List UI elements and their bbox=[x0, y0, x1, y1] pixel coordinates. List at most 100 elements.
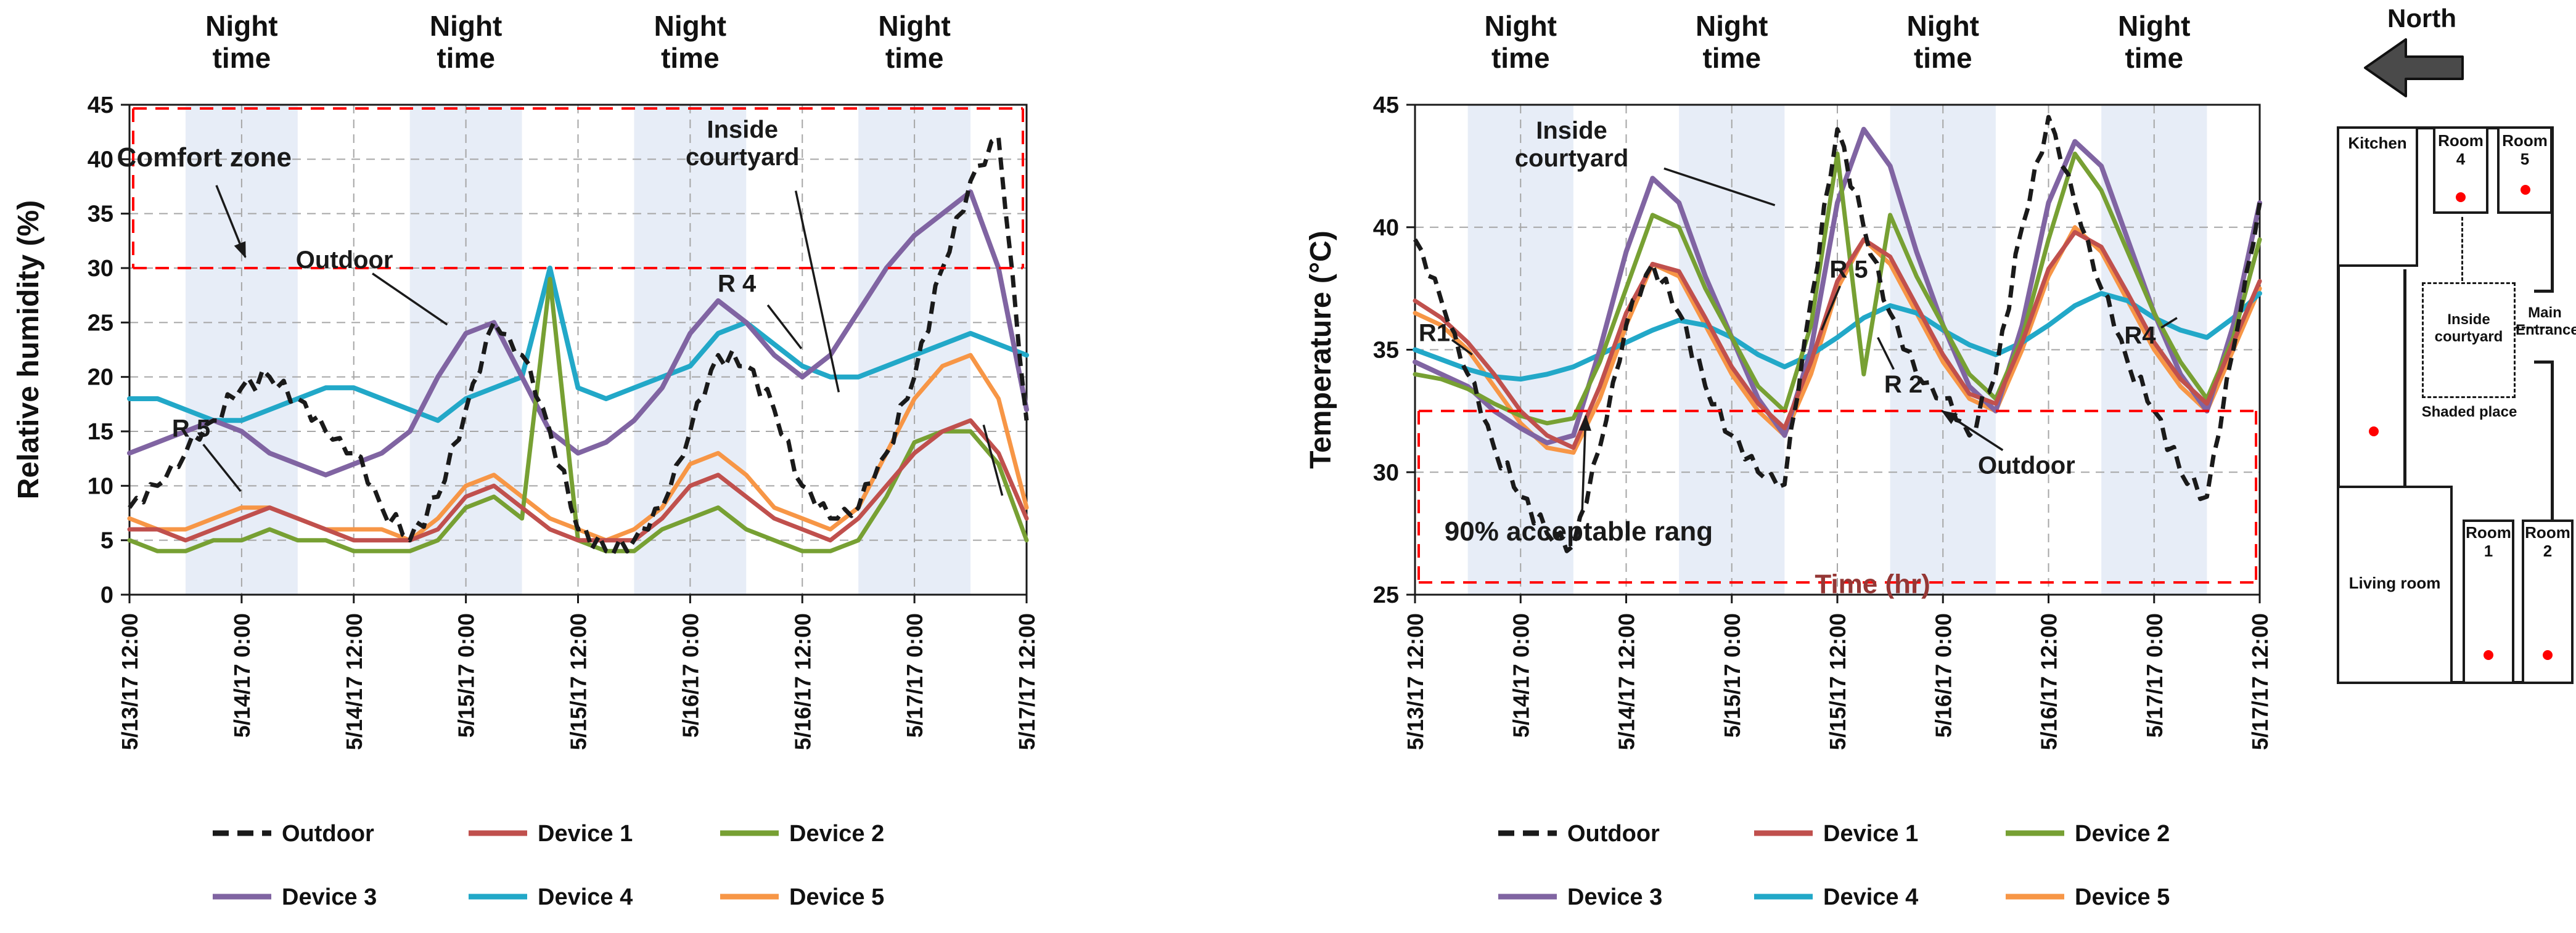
annotation-text: R 4 bbox=[718, 271, 757, 298]
x-axis-tick-label: 5/17/17 12:00 bbox=[2247, 613, 2273, 750]
y-axis-tick-label: 15 bbox=[88, 419, 113, 445]
inside-courtyard bbox=[2422, 282, 2516, 398]
night-time-label: Night time bbox=[878, 10, 951, 74]
x-axis-tick-label: 5/16/17 12:00 bbox=[790, 613, 815, 750]
x-axis-tick-label: 5/14/17 12:00 bbox=[342, 613, 367, 750]
y-axis-tick-label: 25 bbox=[1373, 582, 1399, 608]
annotation-text: R1 bbox=[1419, 320, 1450, 347]
night-time-label: Night time bbox=[205, 10, 278, 74]
x-axis-tick-label: 5/15/17 12:00 bbox=[566, 613, 591, 750]
chart-temperature: 25 30 35 40 45 5/13/17 12:00 5/14/17 0:00 5/14/… bbox=[1305, 10, 2273, 910]
y-axis-tick-label: 40 bbox=[88, 147, 113, 173]
annotation-line bbox=[1663, 167, 1776, 206]
device-dot-room4 bbox=[2456, 192, 2466, 202]
inside-courtyard-label: Inside courtyard bbox=[2434, 311, 2503, 345]
legend-label-device-4: Device 4 bbox=[538, 884, 633, 910]
legend-label-outdoor: Outdoor bbox=[1567, 821, 1660, 847]
y-axis-title: Relative humidity (%) bbox=[12, 200, 45, 499]
series-outdoor bbox=[128, 135, 1029, 556]
device-dot-hall bbox=[2369, 426, 2379, 436]
legend-label-outdoor: Outdoor bbox=[282, 821, 374, 847]
annotation-line bbox=[2160, 317, 2178, 329]
annotation-line bbox=[982, 424, 1004, 496]
room-1-label: Room 1 bbox=[2466, 523, 2511, 560]
annotation-text: Inside courtyard bbox=[1515, 117, 1629, 172]
annotation-text: Outdoor bbox=[1978, 452, 2075, 479]
device-dot-room2 bbox=[2543, 650, 2553, 660]
north-arrow-icon bbox=[2364, 38, 2464, 97]
series-outdoor bbox=[1413, 115, 2262, 553]
annotation-line bbox=[1941, 410, 2004, 451]
kitchen-label: Kitchen bbox=[2348, 134, 2407, 152]
legend-label-device-4: Device 4 bbox=[1823, 884, 1918, 910]
annotation-text: R4 bbox=[2124, 322, 2156, 349]
room-2-label: Room 2 bbox=[2525, 523, 2570, 560]
annotation-text: Outdoor bbox=[296, 246, 393, 274]
series-device-1 bbox=[127, 418, 1029, 543]
y-axis-tick-label: 40 bbox=[1373, 215, 1399, 241]
x-axis-tick-label: 5/16/17 0:00 bbox=[678, 613, 703, 738]
annotation-text: R 2 bbox=[1884, 371, 1922, 398]
y-axis-tick-label: 25 bbox=[88, 310, 113, 336]
x-axis-tick-label: 5/17/17 0:00 bbox=[2142, 613, 2167, 738]
living-room-label: Living room bbox=[2348, 574, 2441, 592]
north-label: North bbox=[2387, 4, 2456, 33]
x-axis-tick-label: 5/16/17 12:00 bbox=[2037, 613, 2062, 750]
legend-label-device-3: Device 3 bbox=[1567, 884, 1662, 910]
device-dot-room5 bbox=[2521, 185, 2530, 195]
y-axis-tick-label: 5 bbox=[100, 528, 113, 554]
wall-left bbox=[2337, 126, 2340, 684]
room-5-label: Room 5 bbox=[2502, 131, 2548, 168]
annotation-line bbox=[794, 190, 840, 393]
annotation-text: R 5 bbox=[1829, 256, 1868, 283]
shaded-place-label: Shaded place bbox=[2421, 404, 2517, 420]
annotation-text: Inside courtyard bbox=[686, 116, 800, 171]
dashed-wall-vertical bbox=[2461, 217, 2463, 281]
y-axis-tick-label: 30 bbox=[88, 256, 113, 282]
annotation-text: R 5 bbox=[172, 415, 210, 442]
x-axis-tick-label: 5/15/17 12:00 bbox=[1825, 613, 1850, 750]
room-1 bbox=[2463, 519, 2514, 684]
series-device-1 bbox=[1413, 230, 2262, 450]
annotation-text: Time (hr) bbox=[1815, 569, 1930, 600]
annotation-text: Comfort zone bbox=[117, 142, 292, 173]
legend-label-device-2: Device 2 bbox=[789, 821, 884, 847]
night-time-label: Night time bbox=[1696, 10, 1768, 74]
y-axis-tick-label: 45 bbox=[1373, 92, 1399, 118]
dashed-wall-horizontal bbox=[2516, 327, 2549, 328]
series-device-4 bbox=[1413, 291, 2262, 382]
x-axis-tick-label: 5/17/17 0:00 bbox=[902, 613, 927, 738]
chart-humidity: 0 5 10 15 20 25 30 35 40 45 5/13/17 12:00 5/14/17 0… bbox=[12, 10, 1040, 910]
x-axis-tick-label: 5/13/17 12:00 bbox=[117, 613, 142, 750]
y-axis-tick-label: 10 bbox=[88, 473, 113, 499]
entrance-jog-bottom bbox=[2534, 361, 2554, 364]
y-axis-tick-label: 20 bbox=[88, 365, 113, 391]
annotation-text: 90% acceptable rang bbox=[1445, 516, 1713, 547]
legend-label-device-1: Device 1 bbox=[1823, 821, 1918, 847]
x-axis-tick-label: 5/15/17 0:00 bbox=[1720, 613, 1745, 738]
series-device-3 bbox=[127, 189, 1029, 478]
annotation-line bbox=[372, 272, 448, 326]
x-axis-tick-label: 5/14/17 0:00 bbox=[1508, 613, 1533, 738]
y-axis-tick-label: 45 bbox=[88, 92, 113, 118]
night-time-label: Night time bbox=[654, 10, 727, 74]
device-dot-room1 bbox=[2484, 650, 2493, 660]
series-device-5 bbox=[1413, 225, 2262, 455]
room-4-label: Room 4 bbox=[2438, 131, 2484, 168]
annotation-line bbox=[1451, 339, 1473, 356]
night-time-label: Night time bbox=[2118, 10, 2191, 74]
annotation-line bbox=[202, 444, 242, 492]
main-entrance-label: Main Entrance bbox=[2516, 304, 2576, 338]
x-axis-tick-label: 5/16/17 0:00 bbox=[1930, 613, 1956, 738]
night-time-label: Night time bbox=[430, 10, 502, 74]
room-kitchen bbox=[2337, 126, 2418, 267]
legend-label-device-3: Device 3 bbox=[282, 884, 377, 910]
room-5 bbox=[2497, 126, 2553, 214]
night-time-label: Night time bbox=[1906, 10, 1979, 74]
floorplan: North Kitchen Room 4 Room 5 Main Entranc… bbox=[2331, 0, 2576, 727]
annotation-line bbox=[215, 185, 247, 259]
series-device-4 bbox=[127, 266, 1029, 423]
y-axis-tick-label: 30 bbox=[1373, 460, 1399, 486]
